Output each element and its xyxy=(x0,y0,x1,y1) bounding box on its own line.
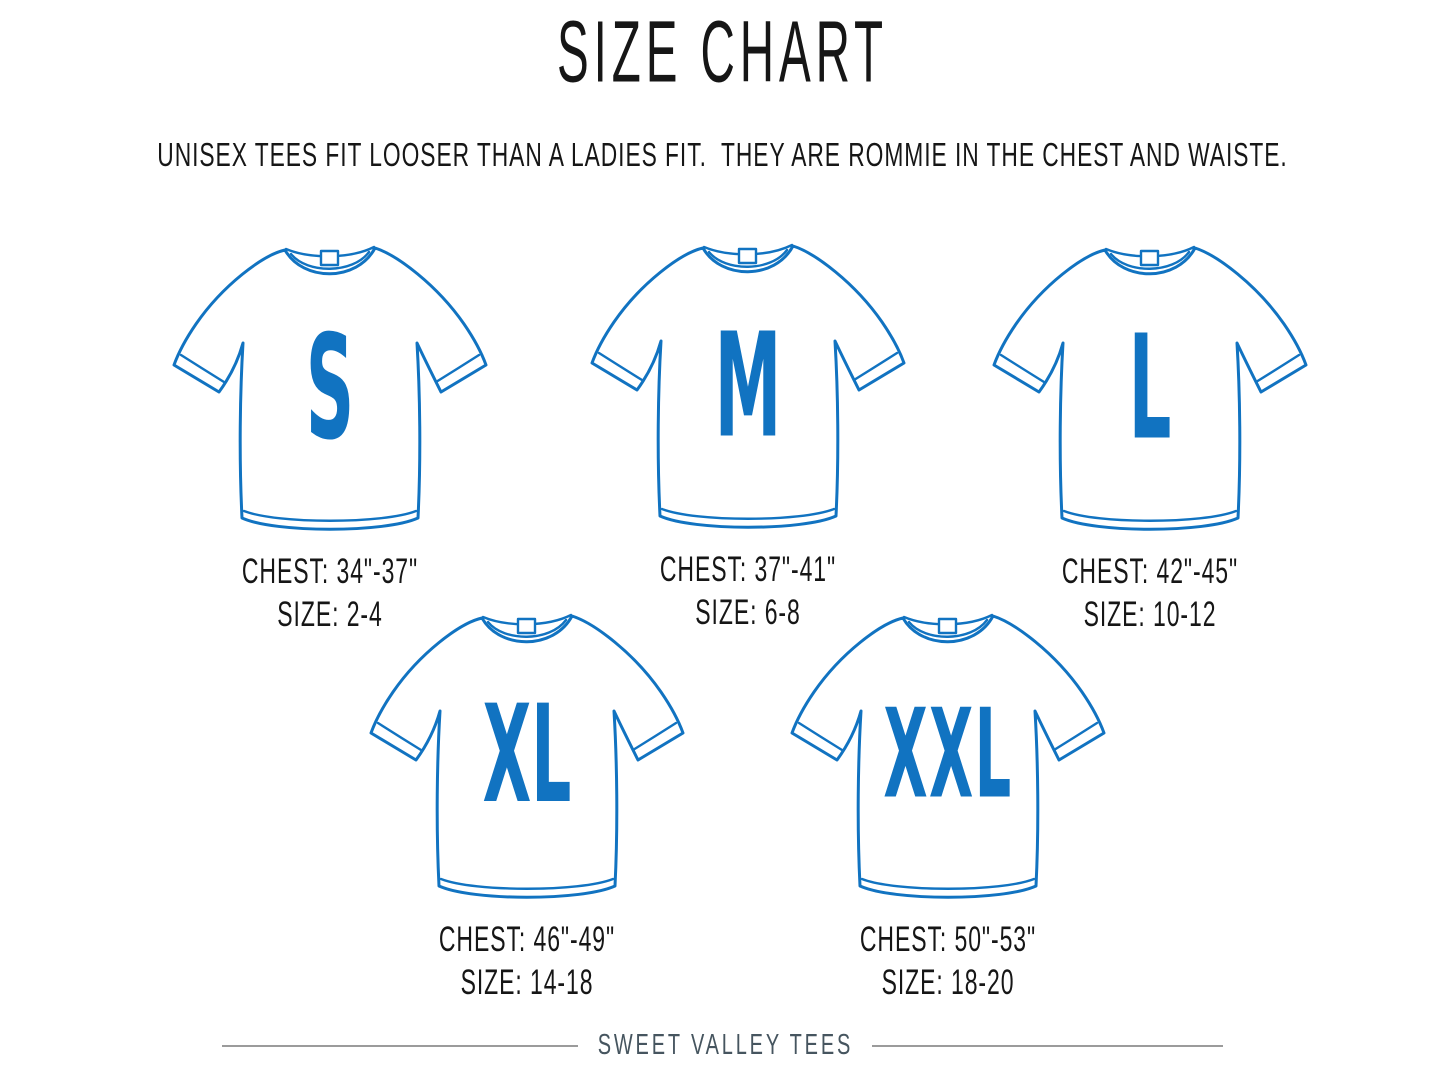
size-letter-l: L xyxy=(1128,304,1172,472)
size-letter-s: S xyxy=(305,304,355,472)
size-column-s: S CHEST: 34"-37" SIZE: 2-4 xyxy=(165,228,495,635)
size-spec-s: SIZE: 2-4 xyxy=(277,595,383,635)
size-column-xl: XL CHEST: 46"-49" SIZE: 14-18 xyxy=(362,596,692,1003)
page-title: SIZE CHART xyxy=(556,3,889,102)
footer-rule-right xyxy=(872,1045,1224,1047)
size-spec-m: SIZE: 6-8 xyxy=(695,593,801,633)
chest-spec-m: CHEST: 37"-41" xyxy=(659,550,837,590)
size-letter-xxl: XXL xyxy=(883,684,1013,827)
footer-rule-left xyxy=(221,1045,578,1047)
size-column-m: M CHEST: 37"-41" SIZE: 6-8 xyxy=(583,226,913,633)
brand-name: SWEET VALLEY TEES xyxy=(597,1029,853,1061)
chest-spec-s: CHEST: 34"-37" xyxy=(241,552,419,592)
chest-spec-l: CHEST: 42"-45" xyxy=(1061,552,1239,592)
chest-spec-xl: CHEST: 46"-49" xyxy=(438,920,616,960)
size-column-l: L CHEST: 42"-45" SIZE: 10-12 xyxy=(985,228,1315,635)
size-column-xxl: XXL CHEST: 50"-53" SIZE: 18-20 xyxy=(783,596,1113,1003)
size-letter-m: M xyxy=(714,302,782,470)
brand-footer: SWEET VALLEY TEES xyxy=(0,1030,1445,1061)
chest-spec-xxl: CHEST: 50"-53" xyxy=(859,920,1037,960)
size-letter-xl: XL xyxy=(482,676,572,834)
size-spec-l: SIZE: 10-12 xyxy=(1083,595,1217,635)
size-spec-xl: SIZE: 14-18 xyxy=(460,963,594,1003)
size-spec-xxl: SIZE: 18-20 xyxy=(881,963,1015,1003)
page-subtitle: UNISEX TEES FIT LOOSER THAN A LADIES FIT… xyxy=(157,136,1288,175)
